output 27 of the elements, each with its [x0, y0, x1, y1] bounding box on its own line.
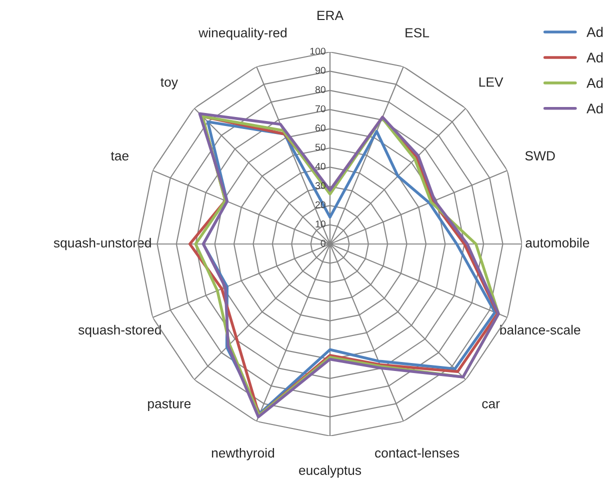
y-tick-label: 100 — [310, 48, 326, 55]
legend-label: Ad — [586, 52, 603, 62]
spoke-label: balance-scale — [500, 324, 580, 335]
spoke-label: contact-lenses — [375, 448, 460, 458]
spoke-label: pasture — [148, 400, 191, 411]
spoke-label: squash-unstored — [54, 238, 151, 250]
spoke-label: winequality-red — [198, 28, 286, 40]
spoke-label: automobile — [526, 238, 590, 248]
y-tick-label: 70 — [316, 105, 326, 112]
y-tick-label: 90 — [315, 66, 326, 74]
spoke-label: LEV — [479, 78, 504, 87]
spoke-label: squash-stored — [78, 324, 161, 338]
y-tick-label: 50 — [315, 144, 326, 151]
legend-label: Ad — [586, 103, 603, 114]
y-tick-label: 60 — [316, 124, 326, 132]
spoke-label: toy — [160, 78, 178, 90]
spoke-label: eucalyptus — [299, 465, 362, 478]
spoke-label: ESL — [406, 28, 430, 38]
spoke-label: tae — [110, 152, 128, 161]
y-tick-label: 40 — [315, 162, 326, 170]
spoke-label: car — [482, 401, 500, 408]
spoke-label: SWD — [525, 151, 555, 161]
legend-label: Ad — [586, 78, 603, 88]
spoke-label: newthyroid — [212, 448, 274, 460]
spoke-label: ERA — [318, 10, 344, 20]
legend-label: Ad — [586, 26, 603, 38]
y-tick-label: 80 — [315, 86, 326, 94]
